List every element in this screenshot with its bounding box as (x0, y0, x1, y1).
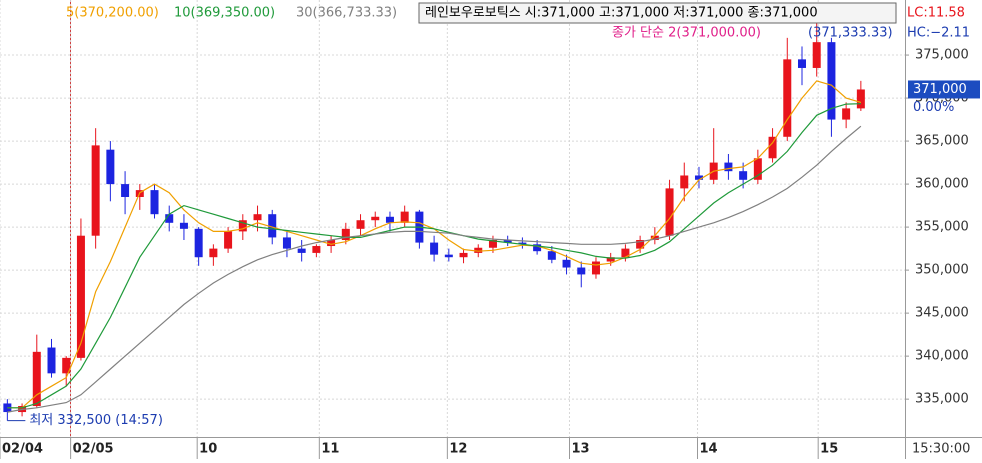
candle-body (694, 175, 703, 180)
candle-body (224, 231, 233, 249)
candle-body (91, 145, 100, 236)
candle-body (842, 108, 851, 120)
y-tick-label: 340,000 (915, 349, 969, 364)
candle-body (650, 235, 659, 241)
info-text: 레인보우로보틱스 시:371,000 고:371,000 저:371,000 종… (425, 6, 818, 21)
x-tick-label: 12 (449, 442, 467, 457)
candle-body (356, 220, 365, 229)
candle-body (591, 261, 600, 275)
x-tick-label: 13 (571, 442, 589, 457)
candle-body (385, 216, 394, 223)
ma-line (7, 103, 861, 409)
ma2-label: 종가 단순 2(371,000.00) (612, 26, 761, 41)
candle-body (194, 228, 203, 258)
candle-body (165, 214, 174, 223)
candle-body (503, 240, 512, 243)
legend-ma5: 5(370,200.00) (66, 6, 159, 21)
hc-label: HC:−2.11 (907, 26, 970, 41)
info-box (418, 2, 897, 24)
y-tick-label: 375,000 (915, 48, 969, 63)
candle-body (327, 240, 336, 247)
candle-body (562, 259, 571, 268)
candle-body (577, 267, 586, 275)
low-note: 최저 332,500 (14:57) (29, 413, 163, 428)
y-tick-label: 335,000 (915, 392, 969, 407)
y-tick-label: 345,000 (915, 306, 969, 321)
y-tick-label: 360,000 (915, 177, 969, 192)
candle-body (253, 214, 262, 221)
ma-line (7, 125, 862, 413)
y-tick-label: 355,000 (915, 220, 969, 235)
candle-body (400, 211, 409, 223)
candle-body (768, 136, 777, 159)
candle-body (621, 248, 630, 258)
candle-body (827, 42, 836, 120)
candle-body (797, 59, 806, 68)
candle-body (371, 216, 380, 221)
x-tick-label: 10 (199, 442, 217, 457)
candle-body (282, 237, 291, 249)
candle-body (856, 89, 865, 109)
x-tick-label: 11 (321, 442, 339, 457)
candle-body (209, 248, 218, 258)
legend-ma30: 30(366,733.33) (296, 6, 397, 21)
candle-body (62, 357, 71, 374)
candle-body (312, 246, 321, 253)
candle-body (268, 214, 277, 238)
price-tag (908, 80, 980, 99)
candle-body (32, 351, 41, 407)
candle-body (3, 403, 12, 413)
candle-body (76, 235, 85, 358)
candle-body (297, 248, 306, 253)
candle-body (636, 240, 645, 249)
legend-ma10: 10(369,350.00) (174, 6, 275, 21)
candle-body (459, 252, 468, 258)
ma2-extra: (371,333.33) (808, 26, 893, 41)
price-tag-label: 371,000 (913, 82, 967, 97)
candle-body (739, 171, 748, 180)
y-tick-label: 350,000 (915, 263, 969, 278)
x-tick-label: 15 (820, 442, 838, 457)
candle-body (444, 254, 453, 258)
candle-body (488, 240, 497, 248)
y-tick-label: 365,000 (915, 134, 969, 149)
candle-body (121, 184, 130, 197)
candle-body (547, 251, 556, 260)
candle-body (341, 228, 350, 241)
x-tick-label: 02/04 (2, 442, 43, 457)
header: 5(370,200.00) 10(369,350.00) 30(366,733.… (66, 2, 970, 457)
change-label: 0.00% (913, 100, 954, 115)
candle-body (606, 257, 615, 262)
candle-body (753, 158, 762, 180)
candle-body (518, 242, 527, 245)
candle-body (812, 42, 821, 68)
x-tick-label: 02/05 (73, 442, 114, 457)
time-label: 15:30:00 (912, 442, 970, 457)
candle-body (680, 175, 689, 189)
candle-body (474, 247, 483, 253)
candle-body (724, 162, 733, 172)
candle-body (47, 347, 56, 374)
candle-body (783, 59, 792, 137)
x-tick-label: 14 (700, 442, 718, 457)
marks: 최고 379,000 (14:51)최저 332,500 (14:57) (3, 7, 865, 428)
lc-label: LC:11.58 (907, 6, 965, 21)
candle-body (430, 242, 439, 255)
candle-body (533, 244, 542, 252)
candle-body (665, 188, 674, 236)
candle-body (150, 190, 159, 215)
candle-body (179, 222, 188, 229)
candle-body (106, 149, 115, 185)
candle-body (238, 220, 247, 232)
